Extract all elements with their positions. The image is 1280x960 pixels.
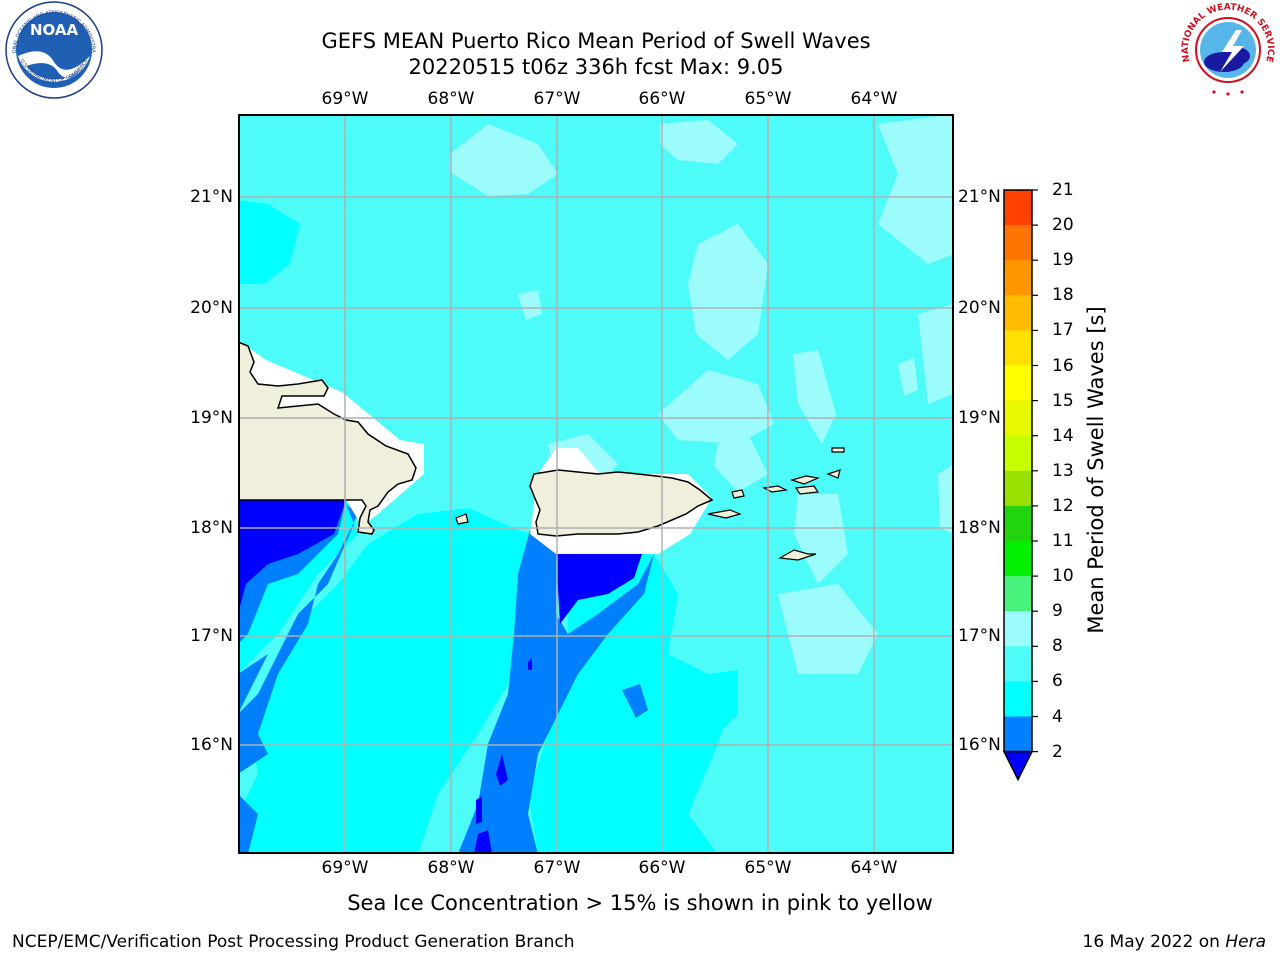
colorbar-segment (1004, 260, 1032, 296)
chart-subtitle-run: 20220515 t06z 336h fcst Max: 9.05 (408, 55, 784, 79)
field-8-9 (398, 114, 954, 674)
colorbar-segment (1004, 541, 1032, 577)
lat-tick-left: 19°N (190, 408, 233, 428)
lat-tick-right: 18°N (958, 518, 1001, 538)
colorbar-segment (1004, 190, 1032, 226)
colorbar-tick-label: 20 (1052, 215, 1074, 236)
lat-tick-left: 20°N (190, 298, 233, 318)
noaa-text: NOAA (30, 21, 79, 39)
noaa-logo: NOAA NATIONAL OCEANIC AND ATMOSPHERIC AD… (4, 0, 103, 99)
colorbar-tick-label: 9 (1052, 601, 1063, 622)
footer-branch: NCEP/EMC/Verification Post Processing Pr… (12, 932, 575, 952)
lon-tick-bottom: 69°W (321, 858, 369, 878)
lat-tick-left: 21°N (190, 187, 233, 207)
colorbar-tick-label: 18 (1052, 285, 1074, 306)
colorbar-tick-label: 15 (1052, 390, 1074, 411)
lat-tick-left: 16°N (190, 735, 233, 755)
colorbar-tick-label: 14 (1052, 425, 1074, 446)
map-frame (238, 114, 954, 854)
puerto-rico-land (529, 469, 714, 537)
lat-tick-right: 21°N (958, 187, 1001, 207)
mona-island (455, 513, 469, 525)
colorbar-segment (1004, 330, 1032, 366)
swell-period-map (238, 114, 954, 854)
colorbar-tick-label: 12 (1052, 495, 1074, 516)
colorbar-tick-label: 8 (1052, 636, 1063, 657)
colorbar-segment (1004, 365, 1032, 402)
lat-tick-left: 18°N (190, 518, 233, 538)
lon-tick-top: 68°W (427, 89, 475, 109)
lon-tick-bottom: 68°W (427, 858, 475, 878)
colorbar-tick-label: 19 (1052, 250, 1074, 271)
nws-stars-icon (1212, 90, 1244, 96)
colorbar-tick-label: 2 (1052, 741, 1063, 762)
colorbar-tick-label: 13 (1052, 460, 1074, 481)
lat-tick-right: 16°N (958, 735, 1001, 755)
colorbar-tick-label: 6 (1052, 671, 1063, 692)
colorbar-extend-min (1002, 750, 1034, 782)
footer-date: 16 May 2022 on Hera (1082, 932, 1267, 952)
nws-logo: NATIONAL WEATHER SERVICE (1181, 2, 1275, 96)
lon-tick-top: 66°W (638, 89, 686, 109)
colorbar-tick-label: 10 (1052, 566, 1074, 587)
footer-host: Hera (1225, 932, 1266, 952)
colorbar-segment (1004, 435, 1032, 472)
colorbar-segment (1004, 646, 1032, 682)
colorbar-tick-label: 16 (1052, 355, 1074, 376)
virgin-islands (707, 447, 845, 561)
lon-tick-bottom: 65°W (744, 858, 792, 878)
colorbar-tick-label: 17 (1052, 320, 1074, 341)
colorbar-segment (1004, 505, 1032, 542)
lon-tick-bottom: 67°W (533, 858, 581, 878)
colorbar-tick-label: 11 (1052, 531, 1074, 551)
colorbar (1002, 189, 1038, 782)
colorbar-segment (1004, 576, 1032, 612)
colorbar-segment (1004, 716, 1032, 753)
colorbar-segment (1004, 295, 1032, 331)
lon-tick-bottom: 64°W (850, 858, 898, 878)
lon-tick-top: 64°W (850, 89, 898, 109)
colorbar-tick-label: 21 (1052, 180, 1074, 200)
colorbar-segment (1004, 225, 1032, 261)
colorbar-tick-label: 4 (1052, 706, 1063, 727)
graticule (238, 114, 954, 854)
lat-tick-right: 19°N (958, 408, 1001, 428)
chart-title: GEFS MEAN Puerto Rico Mean Period of Swe… (321, 29, 871, 53)
colorbar-label: Mean Period of Swell Waves [s] (1084, 306, 1108, 634)
colorbar-segment (1004, 470, 1032, 507)
lat-tick-right: 20°N (958, 298, 1001, 318)
lat-tick-right: 17°N (958, 626, 1001, 646)
sea-ice-note: Sea Ice Concentration > 15% is shown in … (347, 891, 933, 915)
hispaniola-land (238, 341, 417, 535)
lon-tick-top: 69°W (321, 89, 369, 109)
lon-tick-top: 67°W (533, 89, 581, 109)
colorbar-segment (1004, 400, 1032, 437)
lat-tick-left: 17°N (190, 626, 233, 646)
lon-tick-bottom: 66°W (638, 858, 686, 878)
colorbar-segment (1004, 611, 1032, 647)
lon-tick-top: 65°W (744, 89, 792, 109)
colorbar-segment (1004, 681, 1032, 717)
